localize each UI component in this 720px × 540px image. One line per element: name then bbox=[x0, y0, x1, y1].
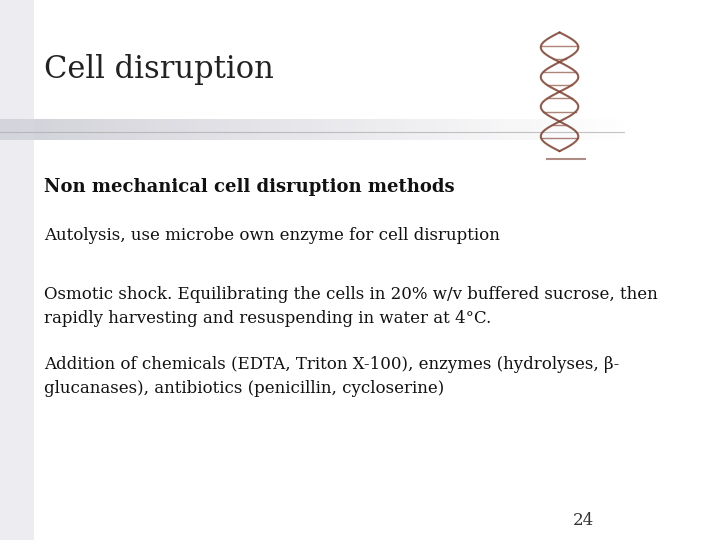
Bar bbox=[73, 119, 84, 140]
Bar bbox=[385, 119, 396, 140]
Bar bbox=[521, 119, 531, 140]
Bar bbox=[312, 119, 323, 140]
Bar bbox=[292, 119, 302, 140]
Text: Autolysis, use microbe own enzyme for cell disruption: Autolysis, use microbe own enzyme for ce… bbox=[44, 227, 500, 244]
Bar bbox=[490, 119, 500, 140]
Bar bbox=[448, 119, 459, 140]
Bar bbox=[604, 119, 615, 140]
Bar bbox=[583, 119, 594, 140]
Bar bbox=[438, 119, 448, 140]
Bar bbox=[562, 119, 573, 140]
Bar bbox=[459, 119, 469, 140]
Bar bbox=[104, 119, 114, 140]
Bar bbox=[552, 119, 562, 140]
Bar bbox=[542, 119, 552, 140]
Bar bbox=[63, 119, 73, 140]
Bar bbox=[500, 119, 510, 140]
Bar bbox=[480, 119, 490, 140]
Bar bbox=[167, 119, 177, 140]
Text: Addition of chemicals (EDTA, Triton X-100), enzymes (hydrolyses, β-
glucanases),: Addition of chemicals (EDTA, Triton X-10… bbox=[44, 356, 619, 397]
Bar bbox=[177, 119, 187, 140]
Bar bbox=[573, 119, 583, 140]
Bar bbox=[469, 119, 480, 140]
Bar bbox=[219, 119, 229, 140]
Bar bbox=[114, 119, 125, 140]
Text: Cell disruption: Cell disruption bbox=[44, 54, 274, 85]
Bar bbox=[406, 119, 417, 140]
Bar bbox=[208, 119, 219, 140]
Bar bbox=[31, 119, 42, 140]
Bar bbox=[271, 119, 282, 140]
Bar bbox=[354, 119, 365, 140]
Bar bbox=[333, 119, 344, 140]
Text: Osmotic shock. Equilibrating the cells in 20% w/v buffered sucrose, then
rapidly: Osmotic shock. Equilibrating the cells i… bbox=[44, 286, 657, 327]
Bar bbox=[0, 119, 10, 140]
Bar bbox=[282, 119, 292, 140]
Bar bbox=[302, 119, 312, 140]
Bar bbox=[427, 119, 438, 140]
Bar bbox=[250, 119, 261, 140]
Bar bbox=[84, 119, 94, 140]
Text: 24: 24 bbox=[572, 512, 594, 529]
Bar bbox=[594, 119, 604, 140]
Bar bbox=[229, 119, 240, 140]
Bar bbox=[42, 119, 52, 140]
Bar bbox=[375, 119, 385, 140]
Bar bbox=[615, 119, 625, 140]
Bar bbox=[240, 119, 250, 140]
Bar bbox=[187, 119, 198, 140]
Bar bbox=[323, 119, 333, 140]
Bar bbox=[396, 119, 406, 140]
Bar bbox=[125, 119, 135, 140]
Text: Non mechanical cell disruption methods: Non mechanical cell disruption methods bbox=[44, 178, 454, 196]
Bar bbox=[198, 119, 208, 140]
Bar bbox=[0, 0, 35, 540]
Bar bbox=[365, 119, 375, 140]
Bar bbox=[10, 119, 21, 140]
Bar bbox=[531, 119, 542, 140]
Bar bbox=[135, 119, 146, 140]
Bar bbox=[146, 119, 156, 140]
Bar bbox=[261, 119, 271, 140]
Bar bbox=[417, 119, 427, 140]
Bar bbox=[21, 119, 31, 140]
Bar bbox=[94, 119, 104, 140]
Bar bbox=[344, 119, 354, 140]
Bar bbox=[52, 119, 63, 140]
Bar bbox=[156, 119, 167, 140]
Bar bbox=[510, 119, 521, 140]
